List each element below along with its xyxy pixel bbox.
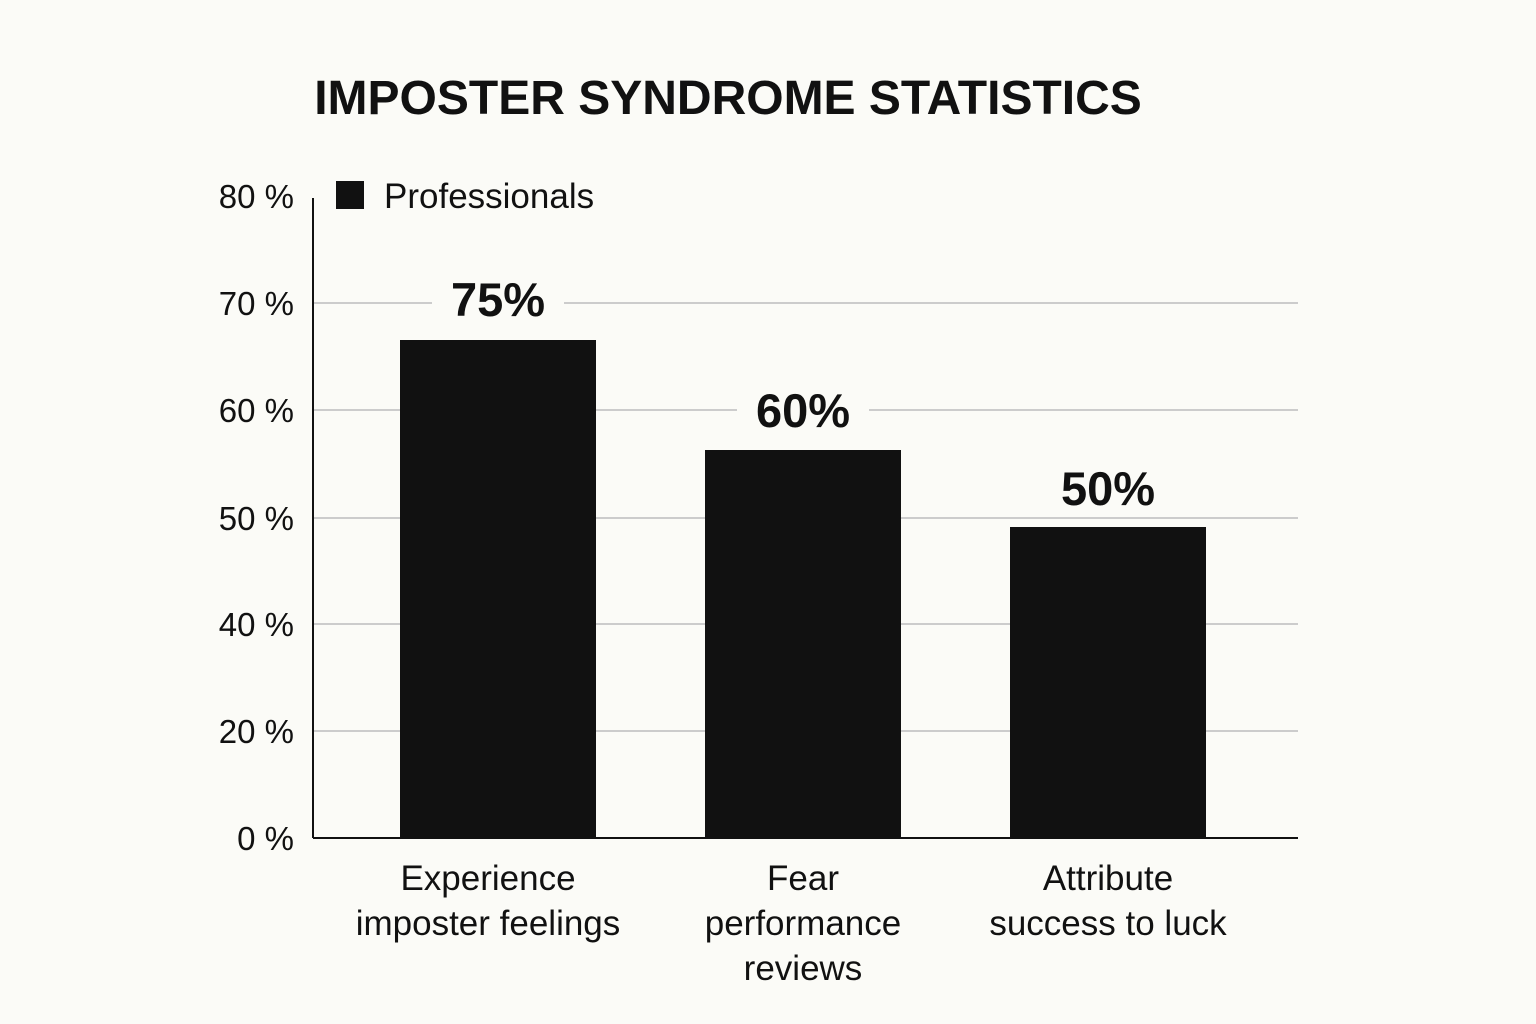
legend-swatch (336, 181, 364, 209)
bars (400, 340, 1206, 838)
x-category-label-line: Experience (400, 859, 575, 898)
value-label: 60% (756, 384, 850, 437)
chart-title: IMPOSTER SYNDROME STATISTICS (314, 72, 1142, 125)
bar-3 (1010, 527, 1206, 838)
y-tick-label: 70 % (219, 285, 294, 322)
legend-label: Professionals (384, 177, 594, 216)
x-category-label: Attribute success to luck (989, 859, 1227, 943)
x-category-label-line: imposter feelings (356, 904, 621, 943)
y-tick-label: 60 % (219, 392, 294, 429)
y-tick-label: 20 % (219, 713, 294, 750)
value-labels: 75% 60% 50% (432, 273, 1174, 515)
x-category-label-line: success to luck (989, 904, 1227, 943)
y-axis-ticks: 0 % 20 % 40 % 50 % 60 % 70 % 80 % (219, 178, 294, 857)
x-category-label: Fear performance reviews (705, 859, 901, 988)
value-label-background (1042, 463, 1174, 515)
value-label-background (432, 274, 564, 326)
x-category-label-line: reviews (744, 949, 863, 988)
x-category-label-line: Attribute (1043, 859, 1173, 898)
value-label: 50% (1061, 462, 1155, 515)
y-tick-label: 40 % (219, 606, 294, 643)
legend: Professionals (336, 177, 594, 216)
x-category-label-line: Fear (767, 859, 839, 898)
bar-2 (705, 450, 901, 838)
y-tick-label: 80 % (219, 178, 294, 215)
axes (312, 198, 1298, 839)
value-label-background (737, 385, 869, 437)
y-tick-label: 50 % (219, 500, 294, 537)
x-axis-categories: Experience imposter feelings Fear performan… (356, 859, 1227, 988)
x-category-label: Experience imposter feelings (356, 859, 621, 943)
bar-1 (400, 340, 596, 838)
y-tick-label: 0 % (237, 820, 294, 857)
x-category-label-line: performance (705, 904, 901, 943)
value-label: 75% (451, 273, 545, 326)
